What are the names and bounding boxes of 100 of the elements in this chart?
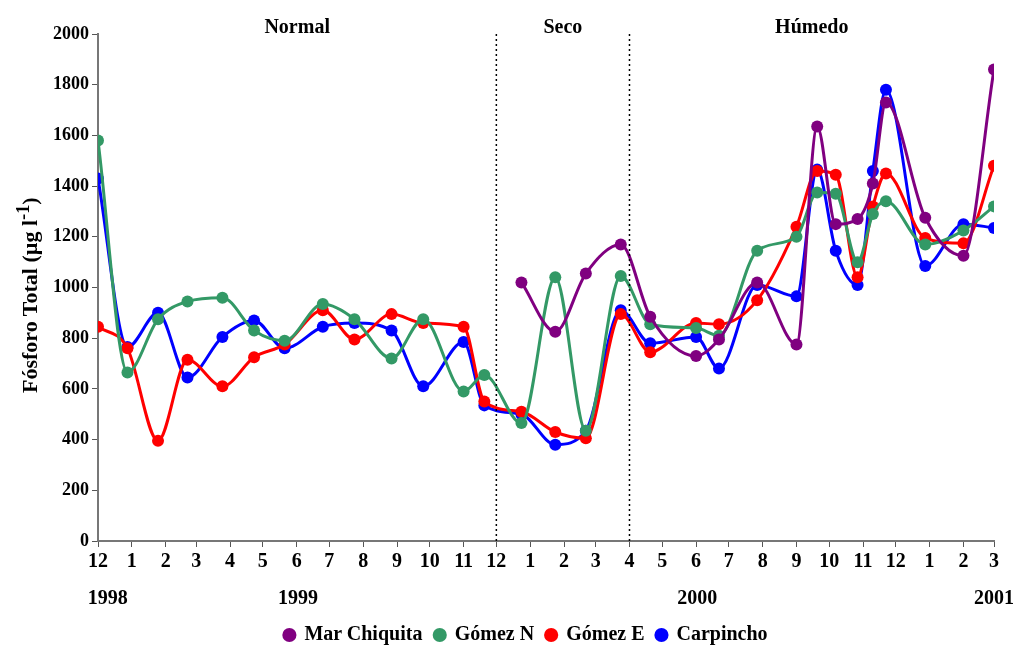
x-tick-label: 5 <box>657 549 668 572</box>
point <box>216 380 229 393</box>
x-tick-label: 3 <box>989 549 999 572</box>
point <box>549 271 562 284</box>
point <box>515 276 528 289</box>
y-tick-label: 200 <box>62 478 89 499</box>
point <box>712 333 725 346</box>
point <box>478 368 491 381</box>
point <box>121 366 134 379</box>
point <box>478 395 491 408</box>
point <box>316 297 329 310</box>
y-tick-label: 800 <box>62 326 89 347</box>
x-tick-label: 10 <box>419 549 440 572</box>
x-tick-label: 6 <box>291 549 302 572</box>
point <box>829 168 842 181</box>
x-tick-label: 12 <box>486 549 507 572</box>
point <box>614 308 627 321</box>
point <box>957 249 970 262</box>
point <box>248 351 261 364</box>
point <box>549 426 562 438</box>
point <box>866 207 879 220</box>
y-tick-label: 1200 <box>53 225 89 246</box>
x-tick-label: 12 <box>88 549 108 572</box>
legend-label: Gómez E <box>566 622 645 645</box>
point <box>348 333 361 346</box>
x2-tick-label: 2000 <box>677 586 718 609</box>
y-tick-label: 1400 <box>53 174 89 195</box>
x-tick-label: 4 <box>225 549 236 572</box>
point <box>181 371 194 384</box>
point <box>385 352 398 365</box>
y-tick-label: 600 <box>62 377 89 398</box>
point <box>829 187 842 200</box>
point <box>216 291 229 304</box>
point <box>790 230 803 243</box>
point <box>790 290 803 303</box>
y-tick-label: 2000 <box>53 22 89 43</box>
x-tick-label: 11 <box>454 549 474 572</box>
x-tick-label: 4 <box>624 549 635 572</box>
point <box>181 353 194 366</box>
x-tick-label: 9 <box>791 549 802 572</box>
point <box>385 324 398 337</box>
annotation: Normal <box>264 15 331 38</box>
x-tick-label: 7 <box>324 549 335 572</box>
point <box>829 244 842 257</box>
point <box>851 271 864 284</box>
x-tick-label: 10 <box>819 549 840 572</box>
point <box>385 308 398 321</box>
y-tick-label: 1800 <box>53 73 89 94</box>
point <box>879 195 892 208</box>
x-tick-label: 8 <box>358 549 369 572</box>
point <box>712 362 725 375</box>
x-tick-label: 2 <box>958 549 969 572</box>
point <box>829 218 842 231</box>
y-tick-label: 1000 <box>53 276 89 297</box>
y-tick-label: 0 <box>80 529 89 550</box>
point <box>614 270 627 283</box>
point <box>919 259 932 272</box>
annotation: Seco <box>543 15 583 38</box>
x-tick-label: 2 <box>160 549 171 572</box>
x-tick-label: 12 <box>885 549 906 572</box>
x-tick-label: 3 <box>590 549 601 572</box>
x-tick-label: 1 <box>126 549 137 572</box>
point <box>152 313 165 326</box>
point <box>216 330 229 343</box>
point <box>751 244 764 257</box>
point <box>248 314 261 327</box>
point <box>181 295 194 308</box>
point <box>152 434 165 447</box>
point <box>690 349 703 362</box>
point <box>644 346 657 359</box>
x2-tick-label: 2001 <box>974 586 1014 609</box>
point <box>919 238 932 251</box>
point <box>457 385 470 398</box>
point <box>879 83 892 96</box>
x-tick-label: 1 <box>924 549 935 572</box>
x-tick-label: 6 <box>691 549 702 572</box>
point <box>316 320 329 333</box>
x-tick-label: 11 <box>853 549 873 572</box>
point <box>851 256 864 269</box>
legend-label: Carpincho <box>676 622 768 646</box>
point <box>851 213 864 226</box>
x-tick-label: 8 <box>757 549 768 572</box>
point <box>549 438 562 451</box>
annotation: Húmedo <box>775 15 849 38</box>
point <box>549 325 562 338</box>
point <box>614 238 627 251</box>
point <box>790 338 803 351</box>
point <box>417 380 430 393</box>
point <box>811 186 824 199</box>
x-tick-label: 1 <box>525 549 536 572</box>
point <box>879 167 892 180</box>
x-tick-label: 9 <box>392 549 403 572</box>
point <box>811 120 824 133</box>
x-tick-label: 3 <box>191 549 202 572</box>
x2-tick-label: 1999 <box>278 586 319 609</box>
point <box>457 320 470 333</box>
point <box>919 211 932 224</box>
point <box>879 96 892 109</box>
point <box>278 334 291 347</box>
point <box>248 324 261 337</box>
